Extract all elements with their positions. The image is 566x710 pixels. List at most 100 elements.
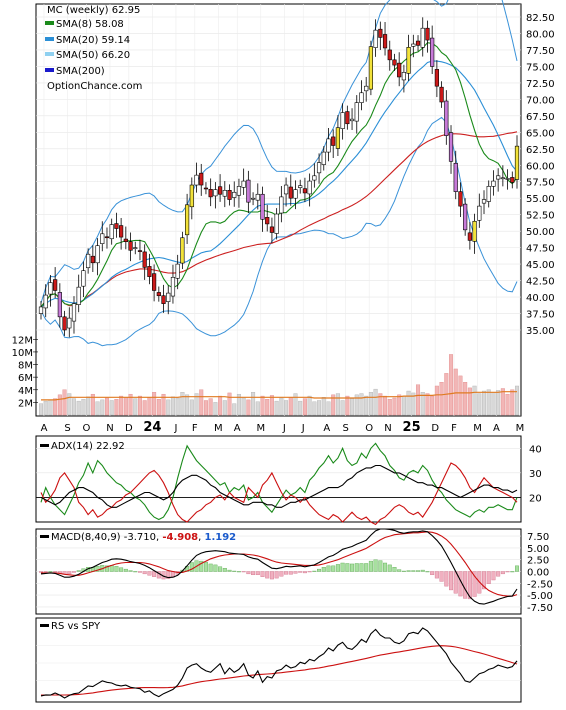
candle-body <box>156 292 161 297</box>
candle-body <box>288 186 293 199</box>
macd-histogram-bar <box>288 571 293 575</box>
year-label: 25 <box>403 420 421 435</box>
month-label: F <box>451 423 457 434</box>
volume-bar <box>57 394 62 416</box>
macd-histogram-bar <box>378 560 383 572</box>
volume-tick-label: 4M <box>18 386 33 397</box>
macd-histogram-bar <box>199 560 204 572</box>
month-label: S <box>64 423 70 434</box>
macd-histogram-bar <box>449 571 454 591</box>
candle-body <box>142 251 147 268</box>
macd-histogram-bar <box>104 565 109 572</box>
volume-bar <box>48 399 53 416</box>
macd-histogram-bar <box>406 570 411 572</box>
candle-body <box>53 279 58 291</box>
candle-body <box>326 138 331 153</box>
volume-bars <box>39 354 520 416</box>
candle-body <box>340 112 345 129</box>
volume-bar <box>170 396 175 416</box>
candle-body <box>491 180 496 187</box>
candle-body <box>331 136 336 146</box>
volume-bar <box>269 395 274 416</box>
macd-title: MACD(8,40,9) -3.710, -4.908, 1.192 <box>51 532 236 543</box>
volume-bar <box>161 393 166 416</box>
macd-histogram-bar <box>439 571 444 582</box>
volume-bar <box>147 397 152 416</box>
candle-body <box>378 28 383 38</box>
candle-body <box>411 43 416 47</box>
volume-bar <box>284 400 289 416</box>
adx-tick-label: 30 <box>529 469 542 480</box>
candle-body <box>43 294 48 309</box>
macd-histogram <box>39 559 520 600</box>
price-panel-frame <box>35 3 522 417</box>
candle-body <box>312 175 317 181</box>
volume-bar <box>392 397 397 416</box>
volume-bar <box>307 395 312 416</box>
candle-body <box>439 86 444 103</box>
candle-body <box>382 34 388 49</box>
candle-body <box>81 270 86 287</box>
candle-body <box>152 273 157 291</box>
volume-bar <box>265 399 270 416</box>
macd-tick-label: 5.00 <box>527 544 549 555</box>
volume-bar <box>241 397 246 416</box>
volume-bar <box>340 400 345 416</box>
macd-histogram-bar <box>260 571 265 577</box>
candle-body <box>213 189 218 197</box>
volume-bar <box>373 388 378 416</box>
macd-tick-label: 7.50 <box>527 532 549 543</box>
candle-body <box>505 178 510 180</box>
volume-ma-line <box>41 391 517 401</box>
volume-bar <box>434 385 439 416</box>
candle-body <box>175 263 180 279</box>
volume-bar <box>255 401 260 416</box>
volume-bar <box>119 395 124 416</box>
volume-bar <box>71 398 76 416</box>
macd-y-axis: -7.50-5.00-2.500.002.505.007.50 <box>527 532 553 614</box>
volume-bar <box>185 394 190 416</box>
candle-body <box>250 197 256 200</box>
macd-histogram-bar <box>293 571 298 574</box>
month-label: N <box>106 423 113 434</box>
volume-bar <box>114 399 119 416</box>
macd-histogram-bar <box>123 568 128 572</box>
volume-bar <box>453 368 458 416</box>
sma50-legend-label: SMA(50) 66.20 <box>56 50 130 61</box>
candle-body <box>415 40 421 46</box>
volume-bar <box>279 397 284 416</box>
macd-histogram-bar <box>354 563 359 572</box>
volume-bar <box>345 395 350 416</box>
candle-body <box>137 250 143 252</box>
macd-histogram-bar <box>298 571 303 573</box>
macd-tick-label: -2.50 <box>527 579 553 590</box>
macd-histogram-bar <box>416 570 421 572</box>
macd-histogram-bar <box>312 570 317 572</box>
macd-histogram-bar <box>317 568 322 572</box>
volume-bar <box>321 397 326 416</box>
volume-bar <box>142 400 147 416</box>
volume-bar <box>62 389 67 416</box>
macd-histogram-bar <box>515 565 520 572</box>
candle-body <box>477 205 482 221</box>
volume-bar <box>368 392 373 416</box>
rs-panel-frame <box>35 617 522 703</box>
candle-body <box>100 233 105 244</box>
macd-histogram-bar <box>321 567 326 572</box>
macd-tick-label: -7.50 <box>527 603 553 614</box>
macd-histogram-bar <box>430 571 435 576</box>
macd-histogram-bar <box>335 564 340 572</box>
candle-body <box>298 185 303 188</box>
macd-histogram-bar <box>189 562 194 572</box>
candle-body <box>279 196 284 214</box>
macd-signal-line <box>41 531 518 597</box>
candle-body <box>307 180 312 195</box>
volume-bar <box>463 382 468 416</box>
macd-histogram-bar <box>482 571 487 590</box>
macd-histogram-bar <box>213 564 218 572</box>
candle-body <box>392 59 397 66</box>
candle-body <box>354 102 359 122</box>
month-label: A <box>493 423 500 434</box>
volume-bar <box>359 393 364 416</box>
candle-body <box>119 225 124 238</box>
